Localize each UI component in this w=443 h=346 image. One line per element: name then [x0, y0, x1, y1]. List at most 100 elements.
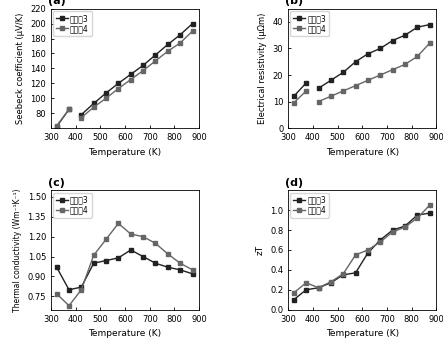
实施夃3	[91, 261, 96, 265]
X-axis label: Temperature (K): Temperature (K)	[326, 329, 399, 338]
实施夃3	[390, 38, 395, 43]
实施夃4	[291, 291, 296, 295]
实施夃3	[402, 33, 408, 37]
实施夃4	[91, 253, 96, 257]
实施夃4	[328, 280, 334, 284]
实施夃4	[103, 237, 109, 242]
实施夃3	[165, 43, 171, 47]
实施夃4	[390, 230, 395, 234]
实施夃4	[178, 41, 183, 45]
实施夃4	[54, 292, 59, 296]
Y-axis label: Electrical resistivity (μΩm): Electrical resistivity (μΩm)	[258, 13, 267, 124]
实施夃4	[140, 235, 146, 239]
实施夃4	[165, 49, 171, 53]
实施夃3	[402, 224, 408, 228]
Y-axis label: Seebeck coefficient (μV/K): Seebeck coefficient (μV/K)	[16, 13, 25, 124]
实施夃3	[291, 298, 296, 302]
实施夃3	[427, 22, 432, 27]
实施夃4	[415, 216, 420, 220]
实施夃3	[165, 265, 171, 269]
实施夃3	[316, 86, 321, 90]
实施夃3	[79, 112, 84, 117]
Y-axis label: Thermal conductivity (Wm⁻¹K⁻¹): Thermal conductivity (Wm⁻¹K⁻¹)	[13, 188, 22, 312]
实施夃3	[328, 78, 334, 82]
实施夃3	[377, 238, 383, 242]
实施夃3	[116, 256, 121, 260]
实施夃4	[353, 83, 358, 88]
实施夃3	[178, 33, 183, 37]
Text: (a): (a)	[48, 0, 66, 6]
Line: 实施夃4: 实施夃4	[291, 203, 432, 295]
实施夃3	[427, 211, 432, 215]
实施夃3	[415, 213, 420, 217]
实施夃3	[103, 258, 109, 263]
Line: 实施夃3: 实施夃3	[79, 21, 195, 117]
实施夃3	[190, 21, 195, 26]
实施夃3	[91, 101, 96, 106]
实施夃3	[377, 46, 383, 51]
实施夃4	[390, 67, 395, 72]
实施夃4	[178, 261, 183, 265]
Legend: 实施夃3, 实施夃4: 实施夃3, 实施夃4	[53, 192, 92, 218]
实施夃4	[116, 86, 121, 91]
实施夃4	[79, 288, 84, 292]
实施夃3	[341, 70, 346, 74]
实施夃4	[66, 303, 72, 308]
实施夃3	[66, 288, 72, 292]
Text: (b): (b)	[285, 0, 303, 6]
实施夃3	[390, 228, 395, 232]
Line: 实施夃4: 实施夃4	[54, 221, 195, 308]
Text: (d): (d)	[285, 178, 303, 188]
实施夃4	[365, 248, 371, 252]
X-axis label: Temperature (K): Temperature (K)	[89, 329, 162, 338]
Legend: 实施夃3, 实施夃4: 实施夃3, 实施夃4	[291, 192, 329, 218]
实施夃3	[79, 285, 84, 289]
实施夃3	[365, 251, 371, 255]
实施夃4	[165, 252, 171, 256]
实施夃3	[415, 25, 420, 29]
实施夃4	[190, 29, 195, 33]
实施夃4	[79, 116, 84, 120]
Legend: 实施夃3, 实施夃4: 实施夃3, 实施夃4	[53, 11, 92, 36]
实施夃3	[316, 286, 321, 290]
实施夃4	[365, 78, 371, 82]
Line: 实施夃3: 实施夃3	[291, 211, 432, 302]
实施夃3	[140, 63, 146, 67]
实施夃3	[328, 281, 334, 285]
实施夃4	[128, 78, 133, 82]
Y-axis label: zT: zT	[256, 245, 264, 255]
Legend: 实施夃3, 实施夃4: 实施夃3, 实施夃4	[291, 11, 329, 36]
实施夃3	[153, 261, 158, 265]
Line: 实施夃4: 实施夃4	[79, 29, 195, 120]
实施夃4	[153, 59, 158, 63]
实施夃3	[365, 52, 371, 56]
Text: (c): (c)	[48, 178, 65, 188]
实施夃4	[341, 89, 346, 93]
实施夃4	[316, 286, 321, 290]
实施夃4	[402, 62, 408, 66]
实施夃3	[178, 268, 183, 272]
实施夃3	[353, 60, 358, 64]
实施夃4	[328, 94, 334, 98]
实施夃4	[140, 69, 146, 73]
X-axis label: Temperature (K): Temperature (K)	[89, 147, 162, 156]
实施夃4	[427, 203, 432, 207]
实施夃4	[353, 253, 358, 257]
实施夃3	[128, 72, 133, 76]
实施夃4	[415, 54, 420, 58]
实施夃3	[190, 272, 195, 276]
实施夃4	[190, 268, 195, 272]
实施夃3	[140, 255, 146, 259]
Line: 实施夃3: 实施夃3	[54, 247, 195, 292]
实施夃4	[316, 100, 321, 104]
实施夃4	[116, 221, 121, 226]
实施夃4	[402, 225, 408, 229]
实施夃4	[91, 105, 96, 109]
实施夃4	[341, 272, 346, 276]
实施夃4	[103, 96, 109, 100]
X-axis label: Temperature (K): Temperature (K)	[326, 147, 399, 156]
实施夃3	[353, 271, 358, 275]
Line: 实施夃4: 实施夃4	[316, 41, 432, 104]
实施夃3	[128, 248, 133, 252]
实施夃3	[303, 288, 309, 292]
